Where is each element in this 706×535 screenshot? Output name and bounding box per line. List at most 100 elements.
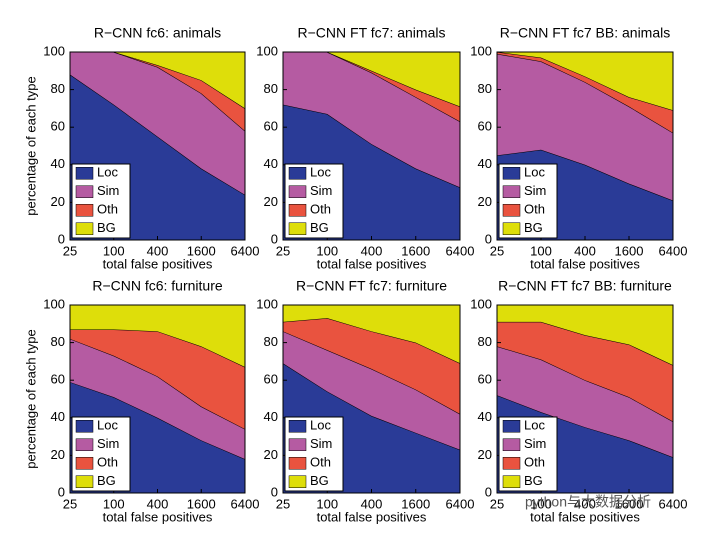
legend: Loc Sim Oth BG	[71, 416, 131, 492]
legend-label: Oth	[524, 455, 545, 470]
x-tick-label: 6400	[659, 243, 688, 258]
legend-swatch	[75, 222, 94, 235]
y-tick-label: 40	[51, 409, 65, 424]
y-tick-label: 60	[264, 372, 278, 387]
legend-label: BG	[97, 473, 116, 488]
y-tick-label: 40	[478, 156, 492, 171]
legend-swatch	[288, 167, 307, 180]
legend-swatch	[75, 420, 94, 433]
x-tick-label: 6400	[231, 243, 260, 258]
x-tick-label: 1600	[615, 496, 644, 511]
x-tick-label: 400	[361, 496, 383, 511]
legend-label: BG	[97, 220, 116, 235]
x-axis-label: total false positives	[317, 509, 427, 524]
y-tick-label: 80	[478, 81, 492, 96]
x-tick-label: 400	[147, 243, 169, 258]
y-tick-label: 80	[264, 334, 278, 349]
legend-label: Sim	[97, 183, 119, 198]
y-tick-label: 80	[51, 81, 65, 96]
legend-swatch	[502, 204, 521, 217]
y-tick-label: 100	[470, 296, 492, 311]
area	[497, 305, 673, 366]
x-tick-label: 400	[574, 496, 596, 511]
legend: Loc Sim Oth BG	[284, 163, 344, 239]
legend-label: Loc	[97, 165, 118, 180]
y-tick-label: 0	[271, 231, 278, 246]
x-tick-label: 1600	[615, 243, 644, 258]
legend-swatch	[75, 457, 94, 470]
y-tick-label: 20	[51, 194, 65, 209]
x-tick-label: 1600	[401, 243, 430, 258]
legend-label: Oth	[97, 202, 118, 217]
area	[70, 52, 245, 195]
x-tick-label: 25	[63, 243, 77, 258]
legend-swatch	[502, 475, 521, 488]
legend-label: Sim	[97, 436, 119, 451]
x-tick-label: 6400	[446, 243, 475, 258]
y-tick-label: 40	[264, 156, 278, 171]
legend-label: Loc	[97, 418, 118, 433]
legend-swatch	[75, 167, 94, 180]
x-axis-label: total false positives	[530, 256, 640, 271]
y-tick-label: 100	[43, 296, 65, 311]
chart-title: R−CNN FT fc7 BB: animals	[500, 25, 671, 41]
area	[70, 338, 245, 460]
chart-title: R−CNN FT fc7 BB: furniture	[498, 278, 672, 294]
legend-label: Loc	[310, 418, 331, 433]
x-tick-label: 400	[361, 243, 383, 258]
x-axis-label: total false positives	[103, 256, 213, 271]
legend-swatch	[502, 185, 521, 198]
chart-title: R−CNN FT fc7: furniture	[296, 278, 447, 294]
x-tick-label: 400	[574, 243, 596, 258]
x-tick-label: 25	[63, 496, 77, 511]
x-tick-label: 100	[530, 496, 552, 511]
x-tick-label: 400	[147, 496, 169, 511]
y-tick-label: 20	[264, 447, 278, 462]
y-tick-label: 20	[264, 194, 278, 209]
y-tick-label: 100	[43, 43, 65, 58]
y-tick-label: 60	[51, 372, 65, 387]
x-tick-label: 100	[103, 496, 125, 511]
legend-label: Oth	[310, 202, 331, 217]
legend-label: Loc	[524, 418, 545, 433]
area	[283, 52, 460, 107]
legend-label: BG	[524, 473, 543, 488]
legend: Loc Sim Oth BG	[498, 416, 558, 492]
x-tick-label: 1600	[187, 496, 216, 511]
watermark: python与大数据分析	[525, 494, 651, 510]
legend-label: Loc	[310, 165, 331, 180]
legend: Loc Sim Oth BG	[498, 163, 558, 239]
area	[497, 321, 673, 422]
x-tick-label: 100	[103, 243, 125, 258]
legend-swatch	[288, 475, 307, 488]
legend-label: Oth	[310, 455, 331, 470]
y-tick-label: 60	[478, 119, 492, 134]
y-axis-label: percentage of each type	[23, 76, 38, 216]
y-tick-label: 20	[478, 447, 492, 462]
x-tick-label: 25	[490, 243, 504, 258]
y-tick-label: 40	[478, 409, 492, 424]
x-tick-label: 25	[276, 496, 290, 511]
legend-swatch	[75, 438, 94, 451]
x-tick-label: 25	[490, 496, 504, 511]
legend-swatch	[502, 457, 521, 470]
legend-label: Oth	[524, 202, 545, 217]
y-tick-label: 0	[485, 231, 492, 246]
y-tick-label: 60	[51, 119, 65, 134]
legend-swatch	[502, 420, 521, 433]
legend-swatch	[288, 185, 307, 198]
area	[70, 52, 245, 131]
legend: Loc Sim Oth BG	[71, 163, 131, 239]
y-tick-label: 0	[58, 484, 65, 499]
legend-swatch	[288, 420, 307, 433]
legend-label: Sim	[524, 183, 546, 198]
area	[283, 52, 460, 188]
y-tick-label: 100	[256, 43, 278, 58]
area	[497, 53, 673, 201]
legend: Loc Sim Oth BG	[284, 416, 344, 492]
y-tick-label: 0	[485, 484, 492, 499]
legend-swatch	[75, 475, 94, 488]
y-tick-label: 60	[264, 119, 278, 134]
area	[70, 329, 245, 430]
